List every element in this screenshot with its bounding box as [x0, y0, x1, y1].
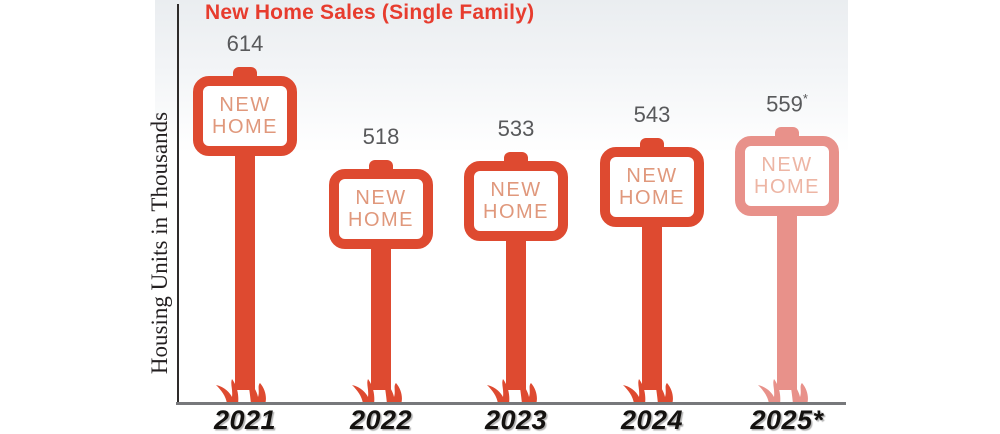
new-home-sign: NEW HOME	[193, 76, 297, 156]
value-label: 518	[362, 124, 400, 149]
sign-text-line1: NEW	[761, 154, 813, 176]
sign-post	[777, 210, 797, 390]
value-label: 559*	[766, 91, 808, 117]
sign-text-line2: HOME	[348, 209, 414, 231]
year-label: 2024	[620, 405, 684, 434]
y-axis-label: Housing Units in Thousands	[147, 111, 172, 375]
new-home-sign: NEW HOME	[735, 136, 839, 216]
new-home-sign: NEW HOME	[600, 147, 704, 227]
year-label: 2025*	[750, 405, 824, 434]
sign-post	[506, 235, 526, 390]
year-label: 2023	[484, 405, 548, 434]
projection-asterisk: *	[802, 91, 808, 106]
y-axis-line	[177, 4, 179, 403]
sign-text-line1: NEW	[490, 179, 542, 201]
sign-post	[235, 150, 255, 390]
grass-icon	[352, 379, 402, 404]
sign-post	[371, 243, 391, 390]
value-label: 614	[226, 31, 264, 56]
sign-text-line1: NEW	[355, 187, 407, 209]
chart-title: New Home Sales (Single Family)	[205, 1, 535, 24]
sign-text-line2: HOME	[619, 187, 685, 209]
sign-text-line2: HOME	[212, 116, 278, 138]
grass-icon	[487, 379, 537, 404]
x-axis-baseline	[176, 402, 846, 405]
sign-text-line1: NEW	[626, 165, 678, 187]
grass-icon	[623, 379, 673, 404]
new-home-sign: NEW HOME	[329, 169, 433, 249]
year-label: 2021	[213, 405, 277, 434]
value-label: 533	[497, 116, 535, 141]
grass-icon	[216, 379, 266, 404]
sign-post	[642, 221, 662, 390]
new-home-sign: NEW HOME	[464, 161, 568, 241]
sign-text-line1: NEW	[219, 94, 271, 116]
grass-icon	[758, 379, 808, 404]
year-label: 2022	[349, 405, 413, 434]
sign-text-line2: HOME	[754, 176, 820, 198]
sign-text-line2: HOME	[483, 201, 549, 223]
value-label: 543	[633, 102, 671, 127]
